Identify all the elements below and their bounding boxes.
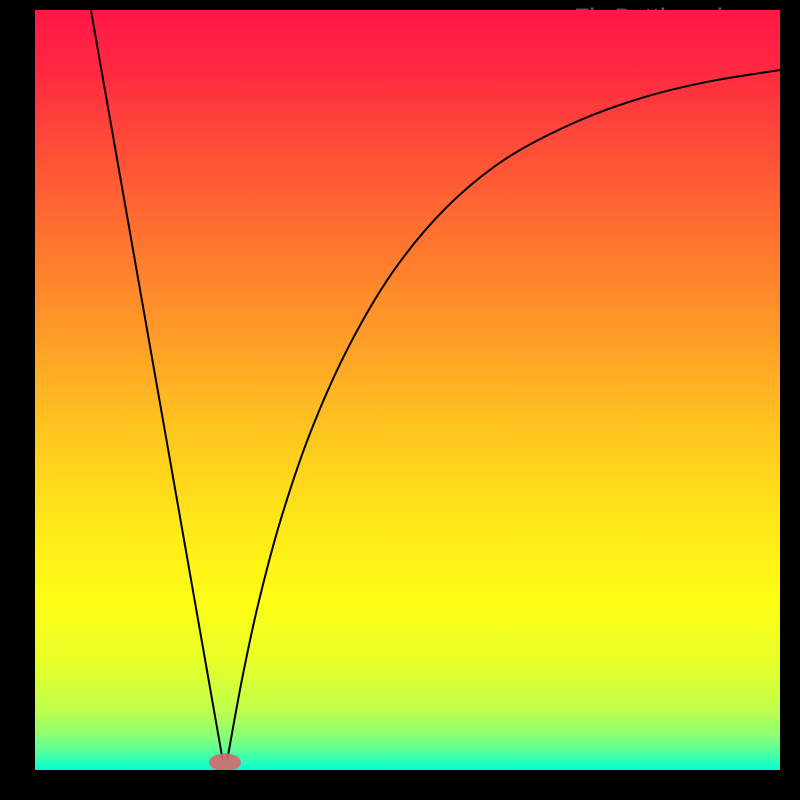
plot-area <box>35 10 780 770</box>
gradient-rect <box>35 10 780 770</box>
chart-container: TheBottleneck.com <box>0 0 800 800</box>
gradient-background <box>35 10 780 770</box>
